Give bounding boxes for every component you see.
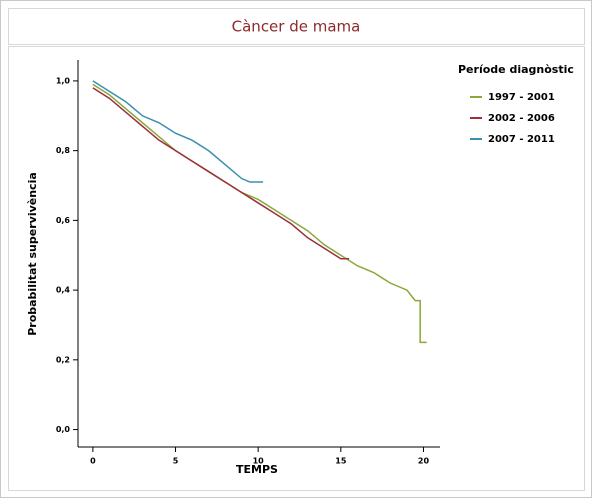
plot-panel — [8, 46, 585, 491]
legend-label: 1997 - 2001 — [488, 92, 555, 103]
x-tick-label: 15 — [335, 457, 347, 466]
x-axis-label: TEMPS — [236, 463, 278, 476]
y-tick-label: 0,0 — [56, 425, 71, 434]
chart-title: Càncer de mama — [232, 18, 361, 36]
legend-label: 2002 - 2006 — [488, 113, 555, 124]
y-tick-label: 0,4 — [56, 286, 71, 295]
y-tick-label: 0,8 — [56, 146, 71, 155]
legend-title: Període diagnòstic — [458, 63, 574, 76]
survival-line — [92, 83, 427, 344]
x-tick-label: 20 — [418, 457, 430, 466]
x-tick-label: 10 — [253, 457, 265, 466]
y-axis-label: Probabilitat supervivència — [26, 172, 39, 336]
y-tick-label: 0,6 — [56, 216, 71, 225]
survival-line — [92, 80, 264, 183]
survival-line — [92, 87, 350, 260]
legend-label: 2007 - 2011 — [488, 134, 555, 145]
x-tick-label: 5 — [173, 457, 179, 466]
title-box — [8, 8, 585, 45]
y-tick-label: 1,0 — [56, 76, 71, 85]
y-tick-label: 0,2 — [56, 355, 70, 364]
x-tick-label: 0 — [90, 457, 96, 466]
